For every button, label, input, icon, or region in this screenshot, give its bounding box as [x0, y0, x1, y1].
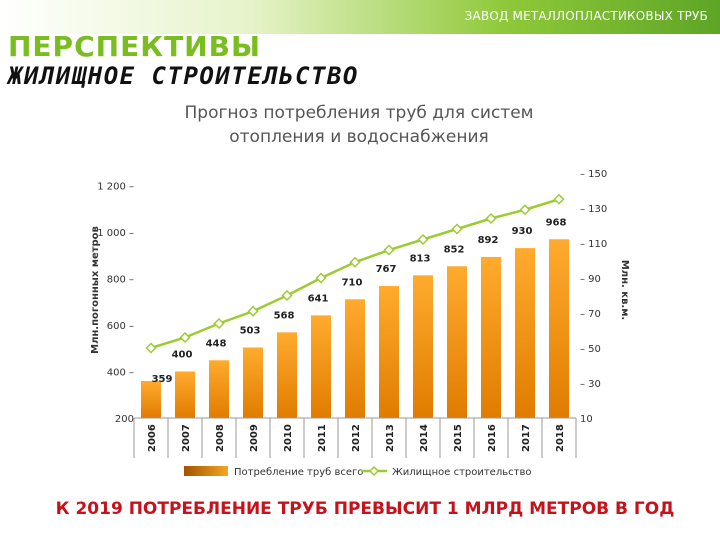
y-tick-label-right: – 50	[580, 344, 601, 355]
chart-title-line: Прогноз потребления труб для систем	[185, 103, 534, 123]
x-tick-label: 2013	[385, 424, 396, 452]
bar	[277, 332, 297, 418]
bar-data-label: 503	[240, 325, 261, 336]
y-axis-label-right: Млн. кв.м.	[619, 260, 630, 320]
x-tick-label: 2010	[283, 424, 294, 452]
bar	[243, 347, 263, 418]
line-point	[485, 212, 497, 225]
y-tick-label-right: – 130	[580, 204, 607, 215]
y-axis-left: 200 400 – 600 – 800 – 1 000 – 1 200 – Млн.пого…	[90, 181, 134, 425]
x-tick-label: 2007	[181, 424, 192, 452]
bar-data-label: 930	[512, 226, 533, 237]
bar-data-label: 813	[410, 253, 431, 264]
legend-swatch-bars	[184, 466, 228, 476]
bar	[209, 360, 229, 418]
bar	[413, 275, 433, 418]
line-point	[281, 289, 293, 302]
x-tick-label: 2015	[453, 424, 464, 452]
header-bar: ЗАВОД МЕТАЛЛОПЛАСТИКОВЫХ ТРУБ	[0, 0, 720, 34]
legend-label-line: Жилищное строительство	[392, 467, 531, 478]
page-subtitle: ЖИЛИЩНОЕ СТРОИТЕЛЬСТВО	[8, 62, 359, 90]
line-point	[145, 342, 157, 354]
y-tick-label-right: 10	[580, 414, 593, 425]
y-tick-label-left: 200	[115, 414, 134, 425]
bar-data-label: 448	[206, 338, 227, 349]
bar	[447, 266, 467, 418]
bar	[515, 248, 535, 418]
y-tick-label-right: – 150	[580, 169, 607, 180]
line-point	[383, 244, 395, 256]
x-tick-label: 2017	[521, 424, 532, 452]
x-tick-label: 2014	[419, 424, 430, 452]
bar	[175, 371, 195, 418]
bar	[481, 256, 501, 418]
line-point	[553, 193, 565, 205]
bar	[379, 286, 399, 418]
bar	[141, 380, 161, 418]
bar-data-label: 968	[546, 217, 567, 228]
legend-label-bars: Потребление труб всего	[234, 467, 363, 478]
chart-title-line: отопления и водоснабжения	[229, 127, 489, 147]
bar	[345, 299, 365, 418]
x-tick-label: 2009	[249, 424, 260, 452]
bar	[311, 315, 331, 418]
y-tick-label-left: 400 –	[107, 367, 134, 378]
bar-data-label: 400	[172, 349, 193, 360]
company-name: ЗАВОД МЕТАЛЛОПЛАСТИКОВЫХ ТРУБ	[464, 9, 708, 23]
consumption-chart: Прогноз потребления труб для систем отопл…	[76, 96, 642, 486]
chart-title: Прогноз потребления труб для систем отопл…	[185, 103, 534, 147]
line-series	[145, 193, 565, 354]
bar-data-label: 892	[478, 235, 499, 246]
legend: Потребление труб всего Жилищное строитель…	[184, 465, 531, 478]
y-tick-label-right: – 70	[580, 309, 601, 320]
line-point	[519, 204, 531, 216]
legend-marker-line	[368, 465, 380, 477]
x-tick-label: 2018	[555, 424, 566, 452]
y-axis-label-left: Млн.погонных метров	[90, 226, 101, 354]
y-tick-label-left: 1 200 –	[97, 181, 134, 192]
line-point	[247, 305, 259, 317]
y-tick-label-left: 800 –	[107, 274, 134, 285]
bar-data-label: 359	[152, 374, 173, 385]
bar-series: 359 400 448 503 568 641 710 767 813 852 892 930 968	[141, 217, 569, 418]
line-point	[349, 256, 361, 268]
bar-data-label: 568	[274, 310, 295, 321]
y-axis-right: 10 – 30 – 50 – 70 – 90 – 110 – 130 – 150 Млн. кв…	[580, 169, 630, 425]
y-tick-label-left: 600 –	[107, 321, 134, 332]
x-tick-label: 2006	[147, 424, 158, 452]
x-tick-label: 2016	[487, 424, 498, 452]
bar-data-label: 767	[376, 264, 397, 275]
y-tick-label-right: – 110	[580, 239, 607, 250]
x-tick-label: 2012	[351, 424, 362, 452]
bar	[549, 239, 569, 418]
bar-data-label: 641	[308, 293, 329, 304]
chart-background	[76, 96, 642, 486]
line-point	[315, 272, 327, 284]
x-axis: 2006 2007 2008 2009 2010 2011 2012 2013 2014 2015…	[133, 417, 577, 458]
y-tick-label-right: – 30	[580, 379, 601, 390]
bar-data-label: 852	[444, 244, 465, 255]
conclusion-text: К 2019 ПОТРЕБЛЕНИЕ ТРУБ ПРЕВЫСИТ 1 МЛРД …	[55, 499, 675, 519]
page-title: ПЕРСПЕКТИВЫ	[8, 30, 261, 63]
line-point	[417, 233, 429, 246]
x-tick-label: 2008	[215, 424, 226, 452]
bar-data-label: 710	[342, 277, 363, 288]
y-tick-label-left: 1 000 –	[97, 228, 134, 239]
line-point	[451, 223, 463, 235]
line-point	[213, 317, 225, 330]
y-tick-label-right: – 90	[580, 274, 601, 285]
x-tick-label: 2011	[317, 424, 328, 452]
line-point	[179, 331, 191, 344]
